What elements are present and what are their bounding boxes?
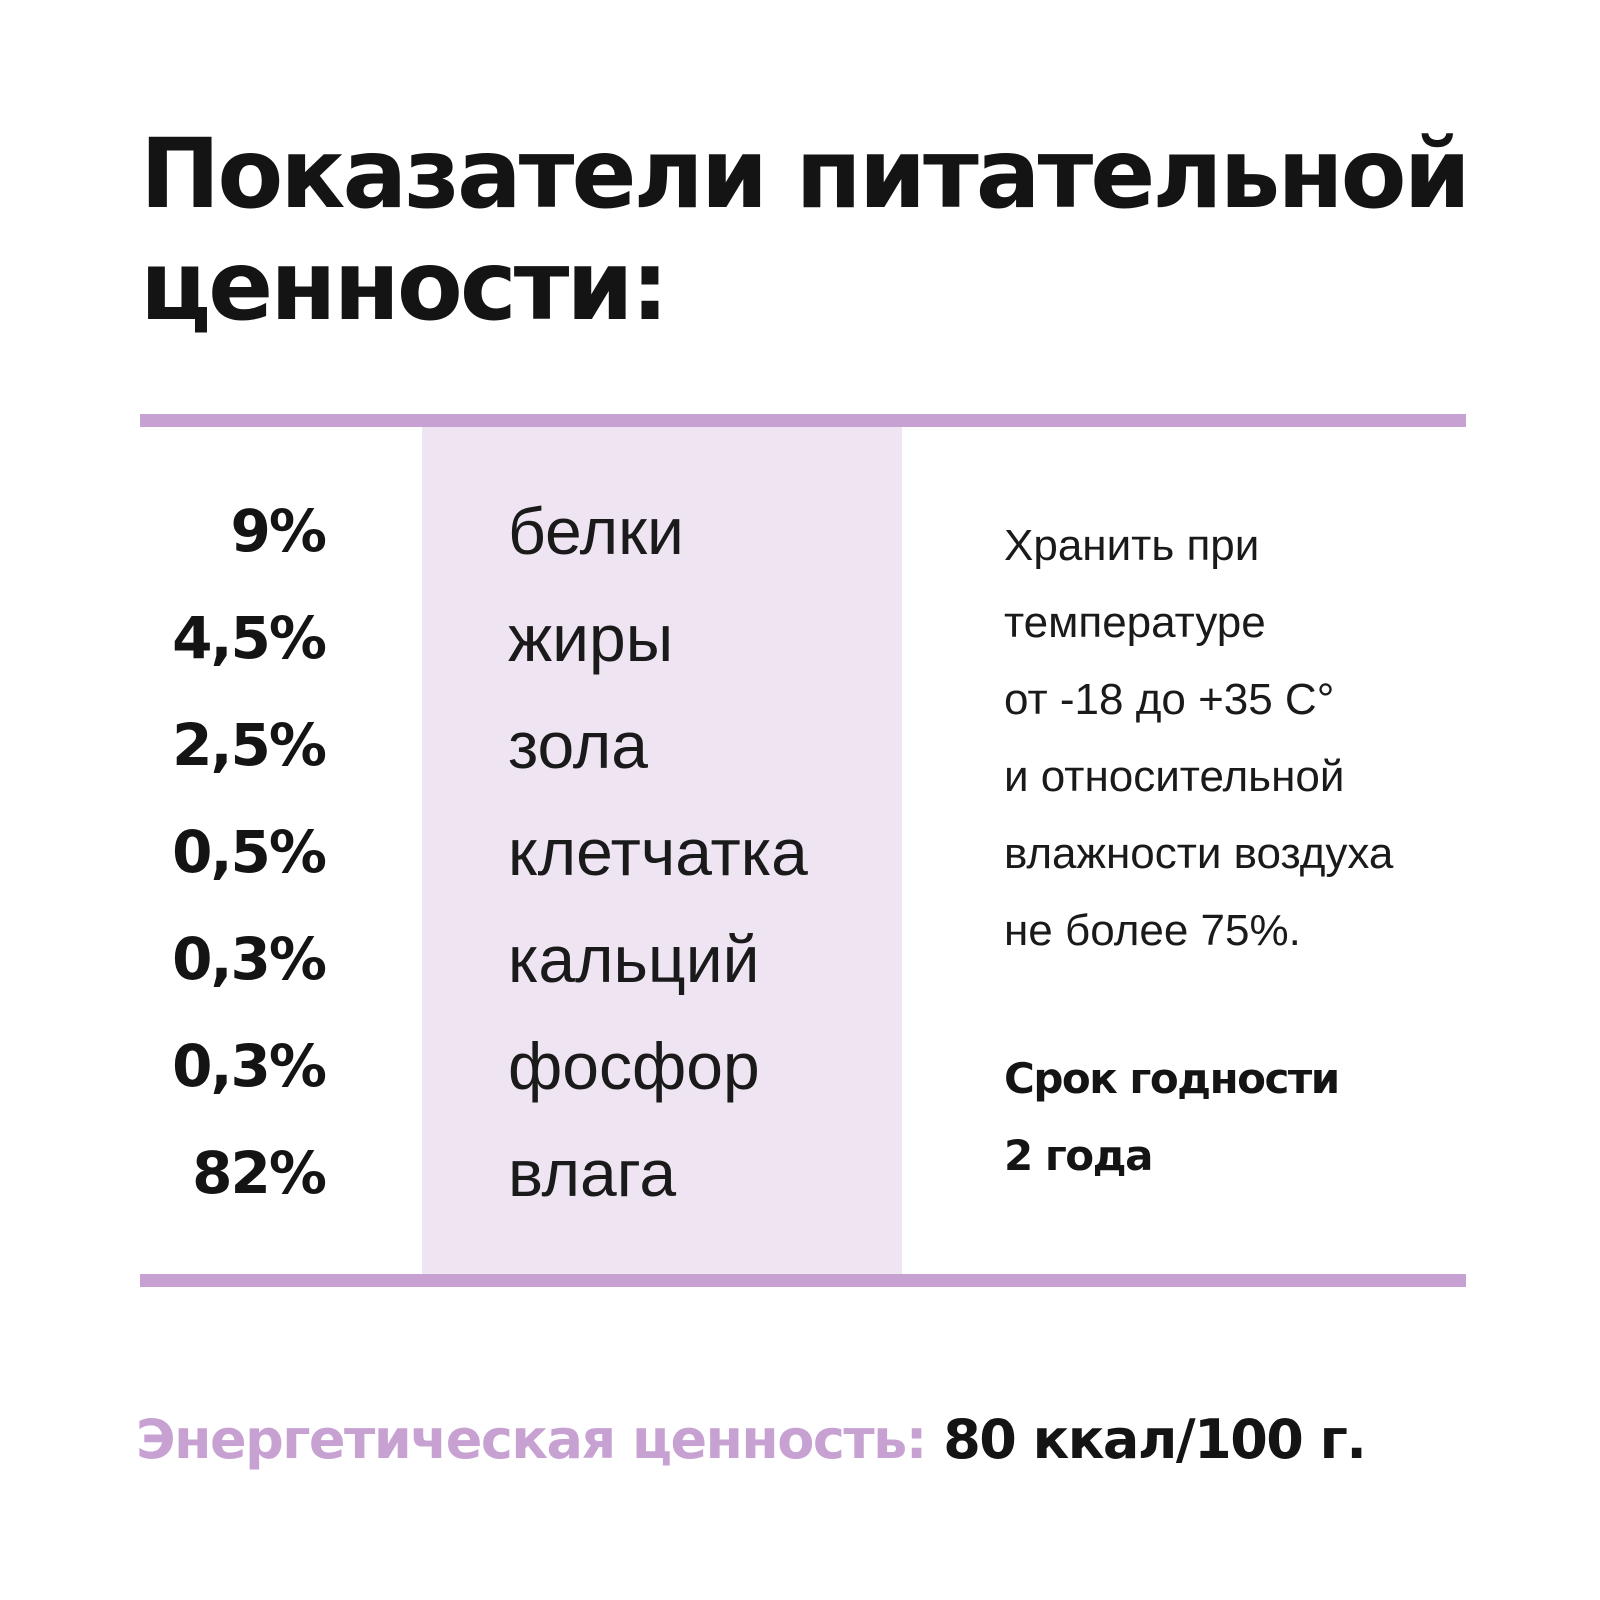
nutrient-row-ash: 2,5% зола [0, 692, 1600, 799]
nutrient-name: белки [508, 494, 684, 568]
nutrient-row-calcium: 0,3% кальций [0, 906, 1600, 1013]
nutrient-name: влага [508, 1136, 677, 1210]
nutrient-percent: 0,3% [172, 925, 327, 993]
nutrient-row-phosphorus: 0,3% фосфор [0, 1013, 1600, 1120]
title-line-1: Показатели питательной [140, 118, 1471, 230]
nutrient-name: кальций [508, 922, 760, 996]
shelf-life-label: Срок годности [1004, 1054, 1340, 1103]
nutrient-percent: 9% [230, 497, 327, 565]
nutrient-percent: 2,5% [172, 711, 327, 779]
storage-line: от -18 до +35 С° [1004, 675, 1335, 724]
nutrient-row-protein: 9% белки [0, 478, 1600, 585]
storage-line: температуре [1004, 598, 1266, 647]
energy-value-line: Энергетическая ценность: 80 ккал/100 г. [136, 1400, 1367, 1480]
nutrient-row-moisture: 82% влага [0, 1120, 1600, 1227]
top-divider [140, 414, 1466, 427]
page-title: Показатели питательной ценности: [140, 118, 1500, 342]
nutrient-percent: 0,5% [172, 818, 327, 886]
nutrient-name: фосфор [508, 1029, 760, 1103]
shelf-life-value: 2 года [1004, 1131, 1153, 1180]
shelf-life: Срок годности 2 года [1004, 1040, 1504, 1194]
energy-label: Энергетическая ценность: [136, 1408, 927, 1471]
nutrient-percent: 4,5% [172, 604, 327, 672]
nutrient-row-fat: 4,5% жиры [0, 585, 1600, 692]
bottom-divider [140, 1274, 1466, 1287]
storage-line: не более 75%. [1004, 906, 1301, 955]
nutrient-names-column-background [422, 427, 902, 1274]
nutrient-name: клетчатка [508, 815, 808, 889]
storage-line: и относительной [1004, 752, 1345, 801]
storage-line: влажности воздуха [1004, 829, 1394, 878]
nutrient-percent: 82% [192, 1139, 327, 1207]
title-line-2: ценности: [140, 230, 669, 342]
storage-conditions: Хранить при температуре от -18 до +35 С°… [1004, 507, 1504, 969]
nutrient-name: зола [508, 708, 648, 782]
storage-line: Хранить при [1004, 521, 1260, 570]
energy-value: 80 ккал/100 г. [943, 1408, 1367, 1471]
nutrient-name: жиры [508, 601, 674, 675]
nutrient-percent: 0,3% [172, 1032, 327, 1100]
nutrient-row-fiber: 0,5% клетчатка [0, 799, 1600, 906]
